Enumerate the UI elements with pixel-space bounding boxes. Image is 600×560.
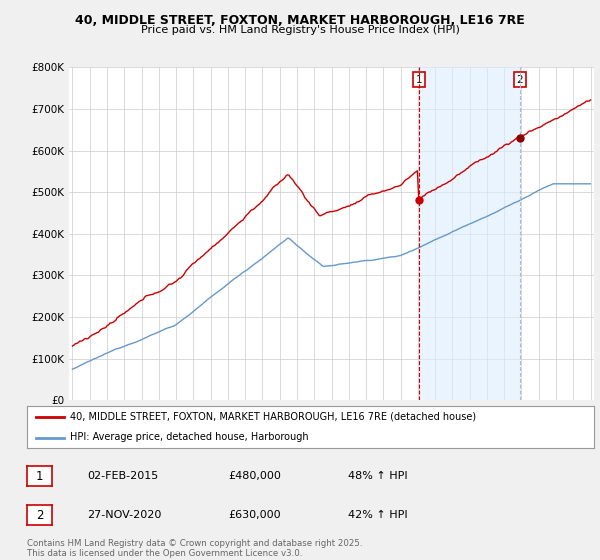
Text: 27-NOV-2020: 27-NOV-2020 [87, 510, 161, 520]
Text: 40, MIDDLE STREET, FOXTON, MARKET HARBOROUGH, LE16 7RE: 40, MIDDLE STREET, FOXTON, MARKET HARBOR… [75, 14, 525, 27]
Bar [419, 67, 520, 400]
Text: 1: 1 [416, 74, 423, 85]
Text: HPI: Average price, detached house, Harborough: HPI: Average price, detached house, Harb… [70, 432, 308, 442]
Text: 48% ↑ HPI: 48% ↑ HPI [348, 471, 407, 481]
Text: 40, MIDDLE STREET, FOXTON, MARKET HARBOROUGH, LE16 7RE (detached house): 40, MIDDLE STREET, FOXTON, MARKET HARBOR… [70, 412, 476, 422]
Text: Contains HM Land Registry data © Crown copyright and database right 2025.
This d: Contains HM Land Registry data © Crown c… [27, 539, 362, 558]
Text: Price paid vs. HM Land Registry's House Price Index (HPI): Price paid vs. HM Land Registry's House … [140, 25, 460, 35]
Text: 2: 2 [517, 74, 523, 85]
Text: 02-FEB-2015: 02-FEB-2015 [87, 471, 158, 481]
Text: 1: 1 [36, 469, 43, 483]
Text: £630,000: £630,000 [228, 510, 281, 520]
Text: 42% ↑ HPI: 42% ↑ HPI [348, 510, 407, 520]
Text: 2: 2 [36, 508, 43, 522]
Text: £480,000: £480,000 [228, 471, 281, 481]
